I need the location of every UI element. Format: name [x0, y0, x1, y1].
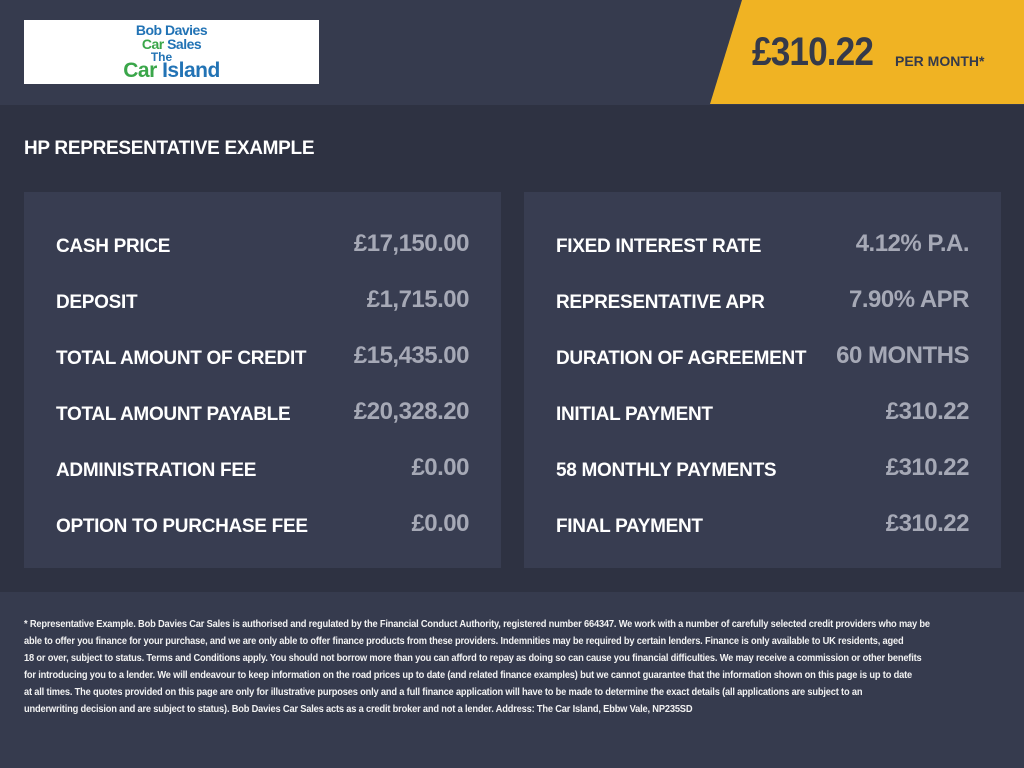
- row-label: 58 MONTHLY PAYMENTS: [556, 460, 777, 481]
- row-label: TOTAL AMOUNT OF CREDIT: [56, 348, 307, 369]
- finance-row: DEPOSIT £1,715.00: [56, 286, 470, 316]
- disclaimer-line: at all times. The quotes provided on thi…: [24, 687, 863, 698]
- row-value: 7.90% APR: [849, 286, 970, 313]
- row-value: £0.00: [411, 510, 469, 537]
- header: Bob Davies Car Sales The Car Island £310…: [0, 0, 1024, 105]
- logo-text: Island: [162, 59, 220, 82]
- row-label: ADMINISTRATION FEE: [56, 460, 257, 481]
- finance-row: ADMINISTRATION FEE £0.00: [56, 454, 469, 484]
- disclaimer-line: underwriting decision and are subject to…: [24, 704, 693, 715]
- finance-row: TOTAL AMOUNT PAYABLE £20,328.20: [56, 398, 470, 428]
- row-value: £15,435.00: [353, 342, 470, 369]
- disclaimer-text: * Representative Example. Bob Davies Car…: [24, 616, 998, 718]
- finance-row: CASH PRICE £17,150.00: [56, 230, 470, 260]
- section-title: HP REPRESENTATIVE EXAMPLE: [24, 138, 315, 159]
- disclaimer-line: for introducing you to a lender. We will…: [24, 670, 912, 681]
- finance-row: DURATION OF AGREEMENT 60 MONTHS: [556, 342, 969, 372]
- dealer-logo: Bob Davies Car Sales The Car Island: [24, 20, 319, 84]
- row-label: TOTAL AMOUNT PAYABLE: [56, 404, 291, 425]
- logo-text: Car: [141, 36, 164, 52]
- finance-row: REPRESENTATIVE APR 7.90% APR: [556, 286, 970, 316]
- row-value: £1,715.00: [366, 286, 470, 313]
- finance-row: TOTAL AMOUNT OF CREDIT £15,435.00: [56, 342, 470, 372]
- row-value: 60 MONTHS: [836, 342, 969, 369]
- disclaimer-line: 18 or over, subject to status. Terms and…: [24, 653, 922, 664]
- row-label: INITIAL PAYMENT: [556, 404, 713, 425]
- row-value: £310.22: [885, 510, 970, 537]
- row-label: CASH PRICE: [56, 236, 171, 257]
- disclaimer-line: * Representative Example. Bob Davies Car…: [24, 619, 930, 630]
- logo-line: Car Sales: [24, 37, 319, 51]
- row-label: OPTION TO PURCHASE FEE: [56, 516, 308, 537]
- row-label: DURATION OF AGREEMENT: [556, 348, 807, 369]
- finance-row: FIXED INTEREST RATE 4.12% P.A.: [556, 230, 970, 260]
- finance-panel-left: CASH PRICE £17,150.00 DEPOSIT £1,715.00 TO…: [24, 192, 501, 568]
- disclaimer-footer: * Representative Example. Bob Davies Car…: [0, 592, 1024, 768]
- finance-row: FINAL PAYMENT £310.22: [556, 510, 970, 540]
- disclaimer-line: able to offer you finance for your purch…: [24, 636, 904, 647]
- per-month-label: PER MONTH*: [895, 53, 985, 69]
- logo-line: Bob Davies: [135, 22, 208, 38]
- logo-text: Sales: [167, 36, 202, 52]
- logo-line: Car Island: [24, 60, 319, 81]
- row-value: £310.22: [885, 398, 970, 425]
- finance-row: INITIAL PAYMENT £310.22: [556, 398, 970, 428]
- row-label: REPRESENTATIVE APR: [556, 292, 765, 313]
- row-value: £0.00: [411, 454, 469, 481]
- logo-line: The: [150, 50, 173, 64]
- row-label: FINAL PAYMENT: [556, 516, 703, 537]
- row-label: DEPOSIT: [56, 292, 138, 313]
- monthly-price-banner: [710, 0, 1024, 104]
- finance-panel-right: FIXED INTEREST RATE 4.12% P.A. REPRESENTA…: [524, 192, 1001, 568]
- row-label: FIXED INTEREST RATE: [556, 236, 762, 257]
- row-value: £17,150.00: [353, 230, 470, 257]
- row-value: £20,328.20: [353, 398, 470, 425]
- finance-row: OPTION TO PURCHASE FEE £0.00: [56, 510, 469, 540]
- finance-row: 58 MONTHLY PAYMENTS £310.22: [556, 454, 970, 484]
- logo-text: Car: [123, 59, 157, 82]
- row-value: 4.12% P.A.: [855, 230, 970, 257]
- monthly-price: £310.22: [752, 30, 874, 74]
- row-value: £310.22: [885, 454, 970, 481]
